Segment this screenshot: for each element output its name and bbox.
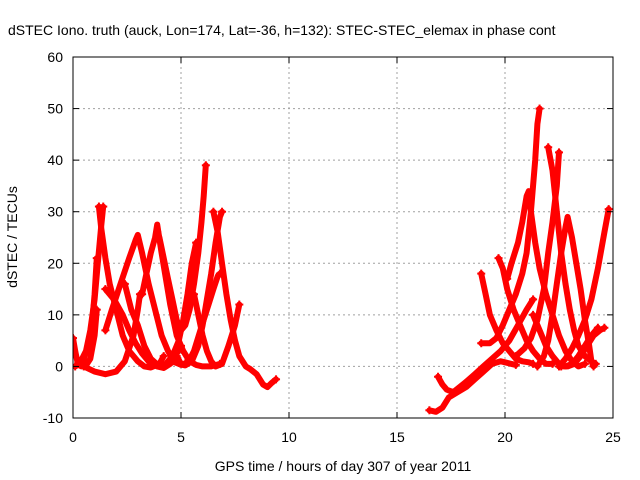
y-tick-label: 30	[47, 204, 63, 220]
y-tick-label: 10	[47, 307, 63, 323]
series-23	[544, 143, 600, 368]
series-line	[210, 208, 279, 391]
data-point	[529, 310, 538, 319]
data-point	[79, 362, 88, 371]
series-line	[558, 324, 608, 370]
data-point	[511, 360, 520, 369]
data-point	[580, 359, 589, 368]
series-line	[154, 162, 209, 334]
series-line	[139, 221, 223, 370]
data-point	[544, 143, 553, 152]
y-tick-label: 50	[47, 101, 63, 117]
series-line	[80, 291, 143, 378]
data-point	[168, 357, 177, 366]
data-point	[153, 228, 162, 237]
series-14	[209, 207, 281, 391]
x-tick-label: 10	[281, 429, 297, 445]
series-line	[478, 270, 537, 367]
data-point	[494, 254, 503, 263]
x-tick-label: 25	[605, 429, 621, 445]
data-point	[94, 202, 103, 211]
series-line	[426, 358, 519, 415]
series-16	[434, 295, 538, 396]
data-point	[533, 362, 542, 371]
data-point	[591, 359, 600, 368]
data-point	[477, 269, 486, 278]
data-point	[529, 295, 538, 304]
x-tick-label: 15	[389, 429, 405, 445]
data-point	[600, 323, 609, 332]
data-point	[209, 207, 218, 216]
series-line	[556, 206, 612, 370]
y-tick-label: 20	[47, 255, 63, 271]
ticks: 0 5 10 15 20 25 -10 0 10 20 30 40 50 60	[43, 49, 621, 445]
chart-title: dSTEC Iono. truth (auck, Lon=174, Lat=-3…	[8, 22, 556, 38]
data-point	[434, 372, 443, 381]
data-point	[101, 285, 110, 294]
series-group	[73, 104, 613, 415]
y-tick-label: 40	[47, 152, 63, 168]
series-18	[477, 104, 544, 348]
data-point	[159, 352, 168, 361]
data-point	[535, 104, 544, 113]
data-point	[557, 362, 566, 371]
series-line	[545, 144, 599, 367]
data-point	[73, 334, 77, 343]
x-tick-label: 20	[497, 429, 513, 445]
x-axis-label: GPS time / hours of day 307 of year 2011	[215, 458, 472, 474]
data-point	[120, 279, 129, 288]
plot-frame	[72, 56, 614, 419]
data-point	[201, 161, 210, 170]
data-point	[235, 300, 244, 309]
data-point	[189, 290, 198, 299]
y-tick-label: 60	[47, 49, 63, 65]
data-point	[555, 148, 563, 157]
data-point	[511, 352, 520, 361]
data-point	[218, 207, 227, 216]
data-point	[101, 326, 110, 335]
y-tick-label: -10	[43, 410, 63, 426]
y-axis-label: dSTEC / TECUs	[4, 186, 20, 288]
data-point	[503, 274, 512, 283]
series-line	[121, 239, 200, 370]
series-15	[425, 358, 520, 415]
x-tick-label: 0	[69, 429, 77, 445]
series-line	[435, 296, 537, 396]
data-point	[138, 290, 147, 299]
series-10	[153, 161, 210, 334]
x-tick-label: 5	[177, 429, 185, 445]
data-point	[477, 339, 486, 348]
data-point	[75, 359, 84, 368]
data-point	[425, 406, 434, 415]
y-tick-label: 0	[55, 358, 63, 374]
series-line	[478, 105, 543, 347]
data-point	[172, 352, 181, 361]
data-point	[272, 375, 281, 384]
series-26	[557, 323, 609, 371]
